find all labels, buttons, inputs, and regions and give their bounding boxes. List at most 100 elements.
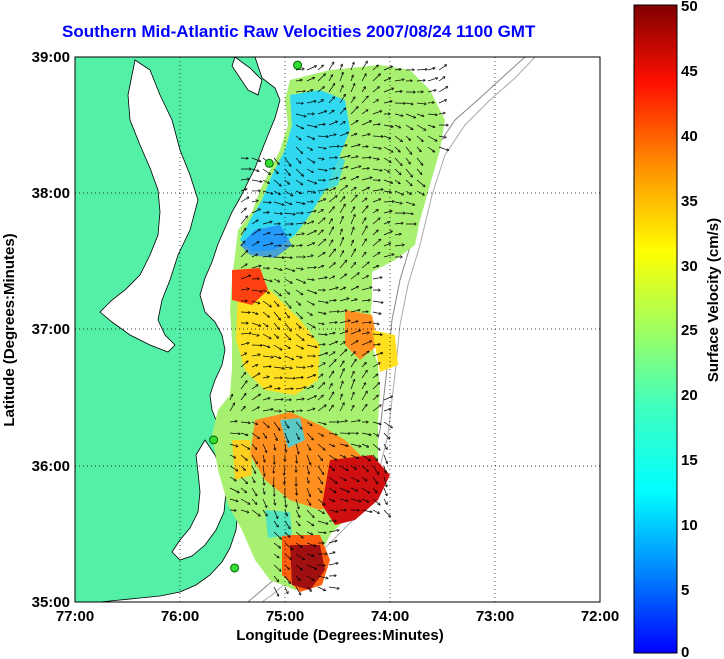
- y-tick-0: 39:00: [32, 49, 70, 66]
- vector-126: [394, 157, 402, 165]
- vector-303: [284, 289, 289, 294]
- cbar-tick-8: 10: [681, 517, 698, 534]
- vector-70: [295, 124, 303, 129]
- vector-21: [372, 74, 380, 82]
- vector-527: [317, 465, 324, 474]
- vector-245: [262, 243, 273, 247]
- vector-143: [394, 168, 401, 175]
- vector-171: [328, 188, 335, 192]
- vector-50: [383, 101, 392, 104]
- vector-606: [273, 542, 280, 548]
- vector-32: [339, 86, 343, 93]
- vector-56: [295, 113, 306, 116]
- vector-234: [306, 231, 316, 236]
- vector-557: [317, 487, 322, 493]
- vector-439: [339, 394, 342, 401]
- vector-461: [251, 421, 257, 424]
- vector-569: [285, 498, 286, 507]
- vector-615: [306, 553, 314, 556]
- vector-209: [383, 211, 392, 214]
- vector-621: [306, 564, 316, 569]
- vector-551: [251, 487, 257, 496]
- vector-315: [273, 300, 279, 306]
- vector-104: [361, 146, 368, 147]
- vector-437: [317, 395, 323, 401]
- vector-620: [295, 564, 302, 570]
- vector-534: [229, 476, 236, 481]
- vector-401: [361, 363, 366, 368]
- vector-191: [361, 198, 367, 203]
- vector-93: [394, 135, 402, 141]
- vector-459: [229, 421, 237, 422]
- vector-352: [251, 333, 259, 336]
- vector-347: [339, 320, 350, 324]
- vector-415: [372, 374, 378, 379]
- vector-329: [284, 311, 289, 318]
- vector-252: [339, 238, 343, 247]
- vector-366: [262, 344, 270, 347]
- vector-513: [328, 454, 336, 460]
- vector-342: [284, 322, 291, 331]
- vector-385: [328, 352, 335, 357]
- vector-555: [296, 487, 297, 495]
- vector-159: [383, 179, 392, 183]
- vector-147: [251, 179, 262, 182]
- cbar-tick-2: 40: [681, 128, 698, 145]
- vector-535: [240, 476, 247, 483]
- vector-44: [317, 100, 323, 104]
- vector-204: [328, 207, 334, 214]
- vector-80: [405, 124, 413, 129]
- vector-206: [350, 207, 355, 214]
- vector-141: [372, 168, 382, 171]
- vector-399: [339, 361, 344, 368]
- vector-573: [328, 498, 334, 501]
- vector-264: [306, 255, 313, 258]
- vector-22: [383, 78, 390, 82]
- vector-317: [295, 300, 300, 305]
- vector-521: [251, 465, 256, 473]
- vector-452: [317, 405, 326, 412]
- vector-193: [383, 201, 394, 202]
- vector-474: [229, 433, 240, 434]
- vector-123: [361, 157, 371, 158]
- chesapeake-bay: [99, 59, 199, 353]
- cbar-tick-4: 30: [681, 258, 698, 275]
- vector-541: [306, 476, 309, 483]
- vector-2: [317, 65, 323, 71]
- vector-393: [273, 366, 284, 368]
- vector-161: [405, 179, 412, 185]
- vector-576: [361, 498, 368, 502]
- x-tick-5: 72:00: [581, 608, 619, 625]
- vector-241: [383, 231, 392, 236]
- vector-222: [350, 215, 355, 225]
- vector-550: [240, 487, 246, 492]
- vector-162: [416, 179, 425, 186]
- vector-87: [328, 134, 336, 137]
- vector-313: [251, 300, 260, 303]
- vector-266: [328, 249, 335, 258]
- y-tick-2: 37:00: [32, 321, 70, 338]
- vector-270: [372, 253, 380, 258]
- vector-572: [317, 498, 325, 505]
- vector-109: [416, 146, 421, 152]
- vector-130: [251, 168, 259, 171]
- vector-284: [361, 262, 369, 269]
- vector-74: [339, 122, 345, 126]
- vector-291: [295, 278, 305, 283]
- station-markers: [209, 60, 303, 573]
- vector-163: [240, 189, 247, 192]
- vector-435: [295, 399, 304, 400]
- vector-180: [240, 197, 249, 203]
- vector-285: [372, 266, 379, 269]
- station-2: [209, 435, 219, 445]
- vector-181: [251, 201, 258, 202]
- vector-544: [339, 476, 346, 480]
- vector-501: [361, 443, 368, 447]
- vector-351: [240, 333, 251, 334]
- vector-117: [295, 157, 301, 163]
- vector-512: [317, 454, 322, 460]
- vector-242: [394, 234, 401, 235]
- vector-356: [295, 333, 304, 340]
- vector-253: [350, 240, 353, 247]
- vector-574: [339, 498, 348, 501]
